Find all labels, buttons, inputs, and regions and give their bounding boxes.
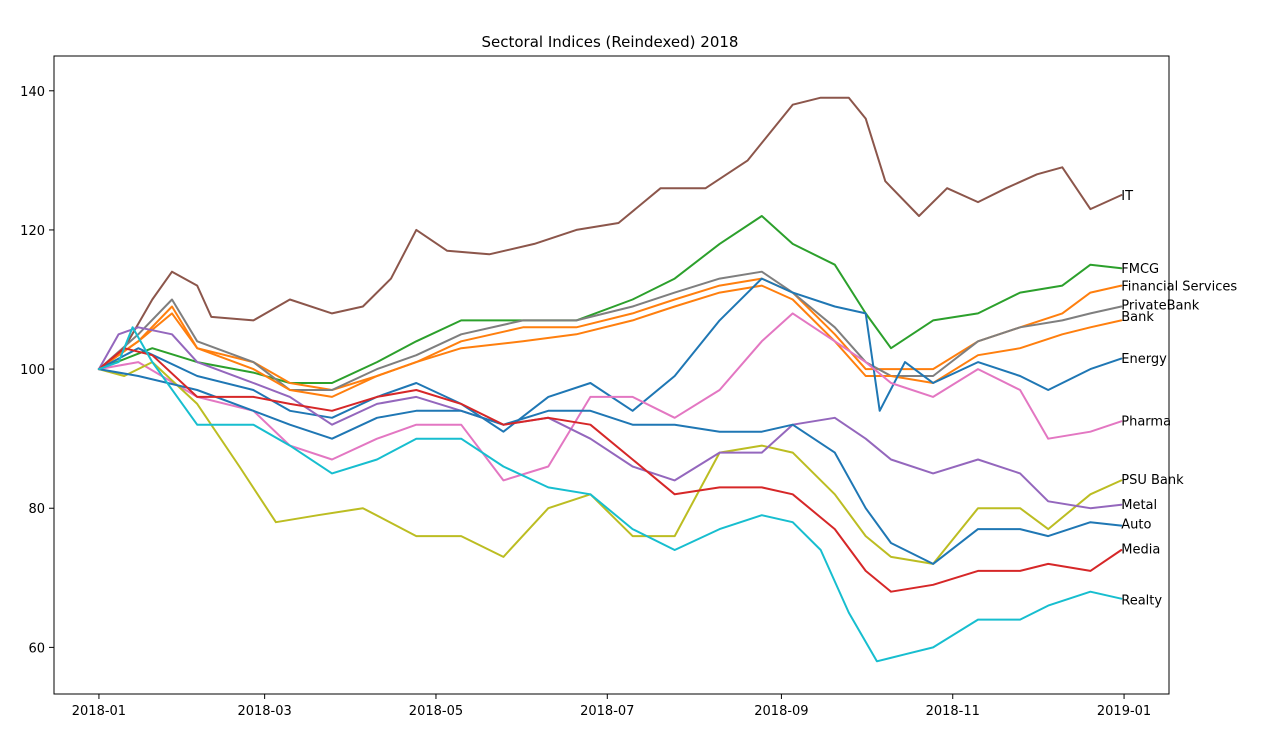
- x-tick-label: 2018-01: [72, 704, 126, 719]
- series-label-metal: Metal: [1121, 498, 1157, 513]
- x-tick-label: 2019-01: [1097, 704, 1151, 719]
- series-line-it: [97, 96, 1123, 371]
- series-label-psu-bank: PSU Bank: [1121, 473, 1184, 488]
- x-axis: 2018-01 2018-03 2018-05 2018-07 2018-09 2018-…: [72, 694, 1151, 719]
- series-line-auto: [97, 368, 1123, 565]
- series-line-psu-bank: [97, 361, 1123, 565]
- y-axis: 60 80 100 120 140: [20, 85, 54, 656]
- series-line-media: [97, 347, 1123, 593]
- x-tick-label: 2018-11: [926, 704, 980, 719]
- x-tick-label: 2018-03: [237, 704, 291, 719]
- series-line-metal: [97, 326, 1123, 510]
- series-label-bank: Bank: [1121, 310, 1154, 325]
- series-line-privatebank: [97, 270, 1123, 391]
- series-label-auto: Auto: [1121, 518, 1151, 533]
- series-label-energy: Energy: [1121, 352, 1167, 367]
- y-tick-label: 140: [20, 85, 45, 100]
- series-line-energy: [97, 277, 1123, 433]
- series-line-realty: [97, 326, 1123, 663]
- series-label-financial-services: Financial Services: [1121, 280, 1237, 295]
- y-tick-label: 120: [20, 224, 45, 239]
- y-tick-label: 80: [28, 502, 45, 517]
- series-line-pharma: [97, 312, 1123, 482]
- series-layer: [97, 96, 1123, 663]
- y-tick-label: 60: [28, 641, 45, 656]
- chart-title: Sectoral Indices (Reindexed) 2018: [482, 33, 739, 51]
- series-label-fmcg: FMCG: [1121, 262, 1159, 277]
- plot-frame: [53, 55, 1170, 695]
- x-tick-label: 2018-05: [409, 704, 463, 719]
- series-label-pharma: Pharma: [1121, 415, 1171, 430]
- series-label-privatebank: PrivateBank: [1121, 298, 1199, 313]
- x-tick-label: 2018-09: [754, 704, 808, 719]
- series-label-it: IT: [1121, 189, 1133, 204]
- series-label-realty: Realty: [1121, 593, 1162, 608]
- x-tick-label: 2018-07: [580, 704, 634, 719]
- series-label-media: Media: [1121, 543, 1160, 558]
- series-line-bank: [97, 284, 1123, 398]
- y-tick-label: 100: [20, 363, 45, 378]
